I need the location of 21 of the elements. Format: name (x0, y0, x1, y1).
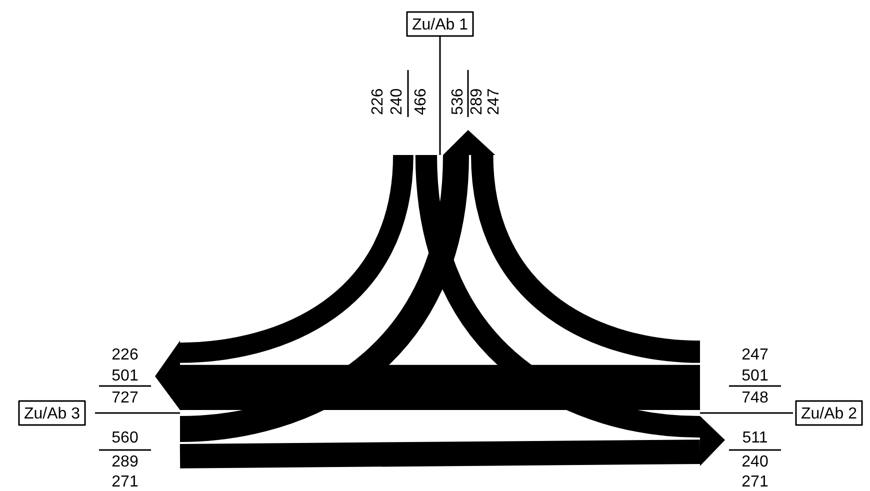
text: 501 (742, 367, 768, 384)
text: 271 (112, 473, 138, 490)
text: 727 (112, 389, 138, 406)
text: 466 (412, 88, 430, 115)
data-label: 289 (468, 88, 486, 115)
text: 247 (742, 346, 768, 364)
text: 560 (112, 429, 138, 446)
data-label: 501 (112, 367, 138, 384)
text: 748 (742, 389, 768, 406)
category-label: Zu/Ab 1 (412, 16, 468, 34)
text: 240 (388, 88, 406, 115)
data-label: 240 (742, 453, 768, 470)
category-label: Zu/Ab 2 (800, 405, 858, 422)
text: 511 (742, 429, 768, 446)
category-label: Zu/Ab 3 (24, 405, 80, 422)
text: 289 (112, 453, 138, 470)
data-label: 226 (112, 346, 138, 364)
data-label: 247 (485, 88, 502, 115)
text: 536 (449, 88, 466, 115)
text: 226 (369, 88, 386, 115)
data-label: 271 (742, 473, 768, 490)
